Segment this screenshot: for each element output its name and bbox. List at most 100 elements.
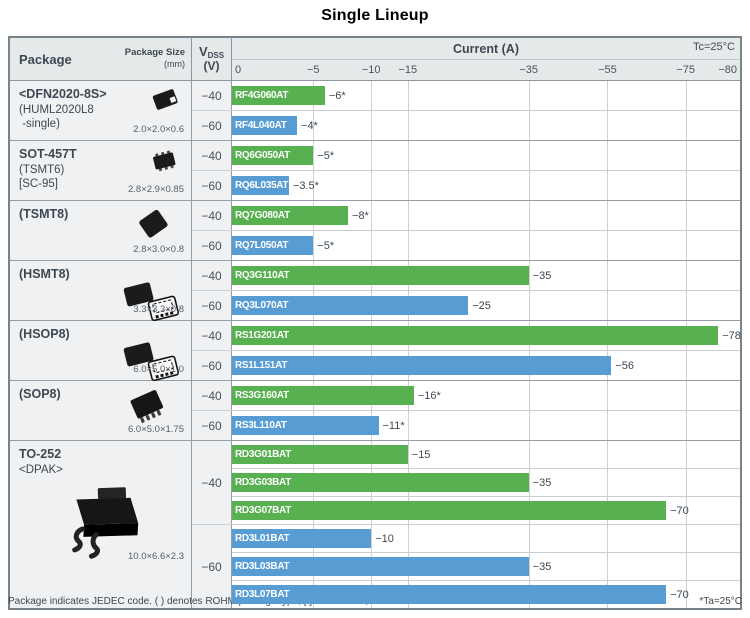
gridline bbox=[607, 141, 609, 170]
gridline bbox=[528, 291, 530, 320]
package-photo-to-252-icon bbox=[49, 483, 153, 568]
part-number-label: RQ3G110AT bbox=[235, 270, 290, 281]
current-bar: RD3L01BAT bbox=[232, 529, 372, 548]
package-subname: [SC-95] bbox=[19, 178, 58, 190]
bar-row: RD3G07BAT −70 bbox=[232, 496, 740, 524]
package-group: TO-252 <DPAK> 10.0×6.6×2.3 −40 RD3G01BAT −15 R… bbox=[10, 440, 740, 608]
part-number-label: RD3L01BAT bbox=[235, 533, 290, 544]
bar-row: RS1G201AT −78 bbox=[232, 321, 741, 350]
package-group: (TSMT8) 2.8×3.0×0.8 −40 RQ7G080AT −8* −60 RQ7L… bbox=[10, 200, 740, 260]
part-number-label: RQ6G050AT bbox=[235, 150, 290, 161]
vdss-value-cell: −40 bbox=[192, 381, 232, 410]
vdss-sub-block: −40 RQ6G050AT −5* bbox=[192, 141, 740, 170]
part-number-label: RQ7G080AT bbox=[235, 210, 290, 221]
axis-tick-label: −35 bbox=[519, 64, 539, 76]
gridline bbox=[685, 231, 687, 260]
gridline bbox=[607, 231, 609, 260]
current-value-label: −11* bbox=[382, 419, 405, 432]
group-rows-area: −40 RQ7G080AT −8* −60 RQ7L050AT −5* bbox=[192, 201, 740, 260]
part-number-label: RD3G07BAT bbox=[235, 505, 292, 516]
vdss-sub-block: −60 RS3L110AT −11* bbox=[192, 410, 740, 440]
gridline bbox=[528, 441, 530, 524]
vdss-sub-block: −40 RS3G160AT −16* bbox=[192, 381, 740, 410]
current-bar: RQ7G080AT bbox=[232, 206, 349, 225]
gridline bbox=[371, 81, 373, 110]
gridline bbox=[407, 141, 409, 170]
bar-row: RD3L03BAT −35 bbox=[232, 552, 740, 580]
vdss-value-cell: −40 bbox=[192, 321, 232, 350]
vdss-header-label: VDSS bbox=[198, 43, 225, 60]
gridline bbox=[528, 525, 530, 608]
vdss-value-cell: −60 bbox=[192, 525, 232, 608]
vdss-sub-block: −40 RQ7G080AT −8* bbox=[192, 201, 740, 230]
current-bar: RS1L151AT bbox=[232, 356, 612, 375]
chart-rows-area: RS1G201AT −78 bbox=[232, 321, 741, 350]
bar-row: RQ3G110AT −35 bbox=[232, 261, 740, 290]
gridline bbox=[313, 111, 315, 140]
current-header-row: Current (A) Tc=25°C bbox=[232, 38, 740, 60]
current-bar: RF4G060AT bbox=[232, 86, 325, 105]
bar-row: RF4L040AT −4* bbox=[232, 111, 740, 140]
package-size-header: Package Size (mm) bbox=[125, 47, 185, 69]
page-title: Single Lineup bbox=[321, 7, 429, 24]
package-group: <DFN2020-8S> (HUML2020L8 -single) 2.0×2.0×… bbox=[10, 81, 740, 140]
vdss-value-cell: −40 bbox=[192, 261, 232, 290]
group-rows-area: −40 RQ6G050AT −5* −60 RQ6L035AT −3.5* bbox=[192, 141, 740, 200]
gridline bbox=[685, 411, 687, 440]
gridline bbox=[313, 231, 315, 260]
group-rows-area: −40 RS3G160AT −16* −60 RS3L110AT −11* bbox=[192, 381, 740, 440]
bar-row: RQ6L035AT −3.5* bbox=[232, 171, 740, 200]
bar-row: RS1L151AT −56 bbox=[232, 351, 740, 380]
axis-tick-label: −75 bbox=[676, 64, 695, 76]
package-name: <DFN2020-8S> bbox=[19, 87, 107, 101]
part-number-label: RQ3L070AT bbox=[235, 300, 289, 311]
current-bar: RS3G160AT bbox=[232, 386, 414, 405]
vdss-sub-block: −60 RQ7L050AT −5* bbox=[192, 230, 740, 260]
current-value-label: −70 bbox=[670, 504, 689, 517]
vdss-value-cell: −60 bbox=[192, 171, 232, 200]
current-value-label: −8* bbox=[352, 209, 369, 222]
bar-row: RD3G03BAT −35 bbox=[232, 468, 740, 496]
current-bar: RD3L07BAT bbox=[232, 585, 667, 604]
gridline bbox=[607, 411, 609, 440]
chart-rows-area: RS1L151AT −56 bbox=[232, 351, 740, 380]
gridline bbox=[607, 381, 609, 410]
gridline bbox=[407, 411, 409, 440]
package-subname: (TSMT6) bbox=[19, 163, 65, 176]
current-bar: RD3G03BAT bbox=[232, 473, 529, 492]
vdss-value-cell: −40 bbox=[192, 81, 232, 110]
package-cell: <DFN2020-8S> (HUML2020L8 -single) 2.0×2.0×… bbox=[10, 81, 192, 140]
gridline bbox=[528, 231, 530, 260]
gridline bbox=[313, 141, 315, 170]
current-bar: RF4L040AT bbox=[232, 116, 298, 135]
package-size-value: 3.3×3.3×0.8 bbox=[133, 304, 184, 315]
gridline bbox=[685, 381, 687, 410]
vdss-sub-block: −60 RF4L040AT −4* bbox=[192, 110, 740, 140]
package-size-value: 2.0×2.0×0.6 bbox=[133, 124, 184, 135]
chart-rows-area: RF4G060AT −6* bbox=[232, 81, 740, 110]
gridline bbox=[685, 111, 687, 140]
current-value-label: −35 bbox=[532, 476, 552, 489]
vdss-value-cell: −60 bbox=[192, 111, 232, 140]
package-photo-sot-457t-icon bbox=[145, 146, 183, 181]
gridline bbox=[685, 351, 687, 380]
current-value-label: −5* bbox=[317, 149, 335, 162]
gridline bbox=[528, 261, 530, 290]
package-name: (HSMT8) bbox=[19, 267, 70, 281]
vdss-sub-block: −40 RD3G01BAT −15 RD3G03BAT −35 RD3G07BAT −70 bbox=[192, 441, 740, 524]
axis-ticks-row: 0 −5 −10 −15 −35 −55 −75 −80 bbox=[232, 60, 740, 80]
part-number-label: RS1L151AT bbox=[235, 360, 288, 371]
gridline bbox=[685, 291, 687, 320]
bar-row: RQ3L070AT −25 bbox=[232, 291, 740, 320]
current-value-label: −10 bbox=[375, 532, 394, 545]
package-cell: (HSOP8) 6.0×5.0×1.0 bbox=[10, 321, 192, 382]
vdss-sub-block: −60 RS1L151AT −56 bbox=[192, 350, 740, 380]
chart-rows-area: RQ3G110AT −35 bbox=[232, 261, 740, 290]
gridline bbox=[685, 141, 687, 170]
gridline bbox=[607, 201, 609, 230]
gridline bbox=[371, 111, 373, 140]
table-body: <DFN2020-8S> (HUML2020L8 -single) 2.0×2.0×… bbox=[10, 81, 741, 608]
gridline bbox=[528, 411, 530, 440]
part-number-label: RS1G201AT bbox=[235, 330, 289, 341]
gridline bbox=[528, 111, 530, 140]
